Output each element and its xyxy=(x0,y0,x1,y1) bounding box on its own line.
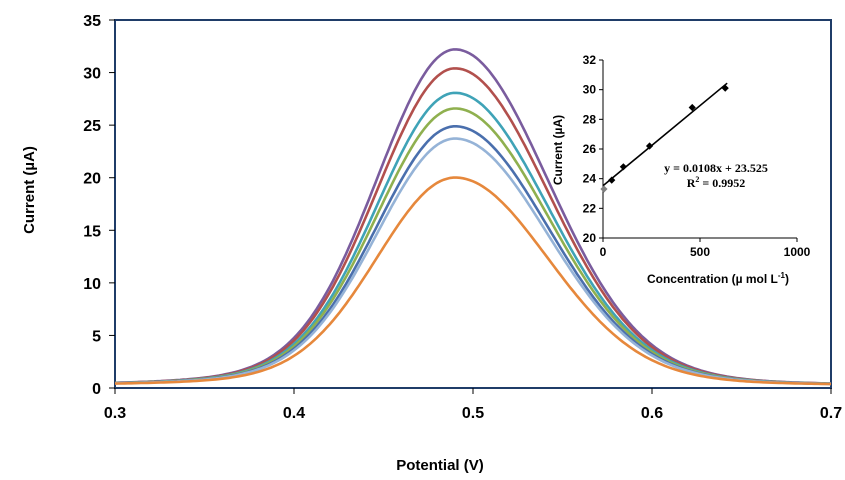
inset-ticks: 20 22 24 26 28 30 32 0 500 1000 xyxy=(583,53,811,259)
main-y-tick-label: 5 xyxy=(92,328,101,345)
main-x-tick-label: 0.6 xyxy=(641,405,663,422)
inset-data-points xyxy=(600,84,729,193)
inset-y-tick-label: 26 xyxy=(583,142,597,156)
inset-y-tick-label: 28 xyxy=(583,112,597,126)
inset-data-point xyxy=(688,103,696,112)
inset-data-point xyxy=(608,176,616,184)
main-y-axis-title: Current (µA) xyxy=(21,146,38,234)
main-y-tick-label: 35 xyxy=(83,13,101,30)
inset-x-axis-title-main: Concentration (µ mol L xyxy=(647,272,778,286)
inset-data-point xyxy=(645,142,654,150)
inset-x-tick-label: 0 xyxy=(600,245,607,259)
main-x-tick-labels: 0.3 0.4 0.5 0.6 0.7 xyxy=(104,388,842,422)
main-x-tick-label: 0.5 xyxy=(462,405,484,422)
inset-x-axis-title: Concentration (µ mol L-1) xyxy=(647,271,789,286)
main-x-axis-title: Potential (V) xyxy=(396,457,484,474)
main-y-tick-label: 0 xyxy=(92,381,101,398)
main-y-tick-labels: 0 5 10 15 20 25 30 35 xyxy=(83,13,115,398)
inset-y-tick-label: 24 xyxy=(583,172,597,186)
inset-r-squared: R2 = 0.9952 xyxy=(687,175,746,190)
main-x-tick-label: 0.7 xyxy=(820,405,842,422)
inset-regression-equation: y = 0.0108x + 23.525 xyxy=(664,161,768,175)
inset-data-point xyxy=(619,163,627,171)
inset-y-tick-label: 32 xyxy=(583,53,597,67)
series-line-7 xyxy=(114,176,831,386)
main-x-tick-label: 0.4 xyxy=(283,405,305,422)
inset-x-axis-title-sup: -1 xyxy=(778,271,786,280)
series-line-4 xyxy=(115,107,832,386)
main-y-tick-label: 10 xyxy=(83,276,101,293)
main-curves xyxy=(114,48,832,386)
inset-data-point xyxy=(600,185,608,193)
main-x-tick-label: 0.3 xyxy=(104,405,126,422)
inset-chart: 20 22 24 26 28 30 32 0 500 1000 Current (µA) Conc… xyxy=(551,53,811,286)
inset-r-squared-symbol: R xyxy=(687,176,696,190)
main-y-tick-label: 20 xyxy=(83,171,101,188)
main-y-tick-label: 30 xyxy=(83,66,101,83)
inset-x-tick-label: 1000 xyxy=(784,245,811,259)
inset-y-tick-label: 20 xyxy=(583,231,597,245)
inset-r-squared-sup: 2 xyxy=(695,175,699,184)
inset-data-point xyxy=(721,84,729,92)
inset-r-squared-value: = 0.9952 xyxy=(699,176,745,190)
main-y-tick-label: 15 xyxy=(83,223,101,240)
inset-y-tick-label: 22 xyxy=(583,201,597,215)
inset-x-axis-title-end: ) xyxy=(785,272,789,286)
inset-x-tick-label: 500 xyxy=(690,245,710,259)
series-line-2 xyxy=(114,67,832,385)
inset-y-axis-title: Current (µA) xyxy=(551,115,565,185)
inset-y-tick-label: 30 xyxy=(583,83,597,97)
main-y-tick-label: 25 xyxy=(83,118,101,135)
